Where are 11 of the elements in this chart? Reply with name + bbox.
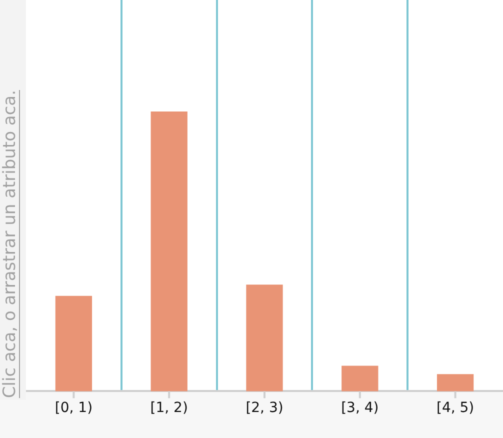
x-tick-label: [4, 5) [436,400,474,416]
x-tick-label: [0, 1) [54,400,93,416]
bar [55,296,92,392]
bar [150,111,188,392]
bar [342,366,378,392]
x-tick-label: [3, 4) [341,400,379,416]
x-tick-label: [1, 2) [150,400,188,416]
bar [436,374,474,392]
bar [246,284,283,392]
y-axis-title: Clic aca, o arrastrar un atributo aca. [0,90,20,398]
x-tick-label: [2, 3) [246,400,284,416]
